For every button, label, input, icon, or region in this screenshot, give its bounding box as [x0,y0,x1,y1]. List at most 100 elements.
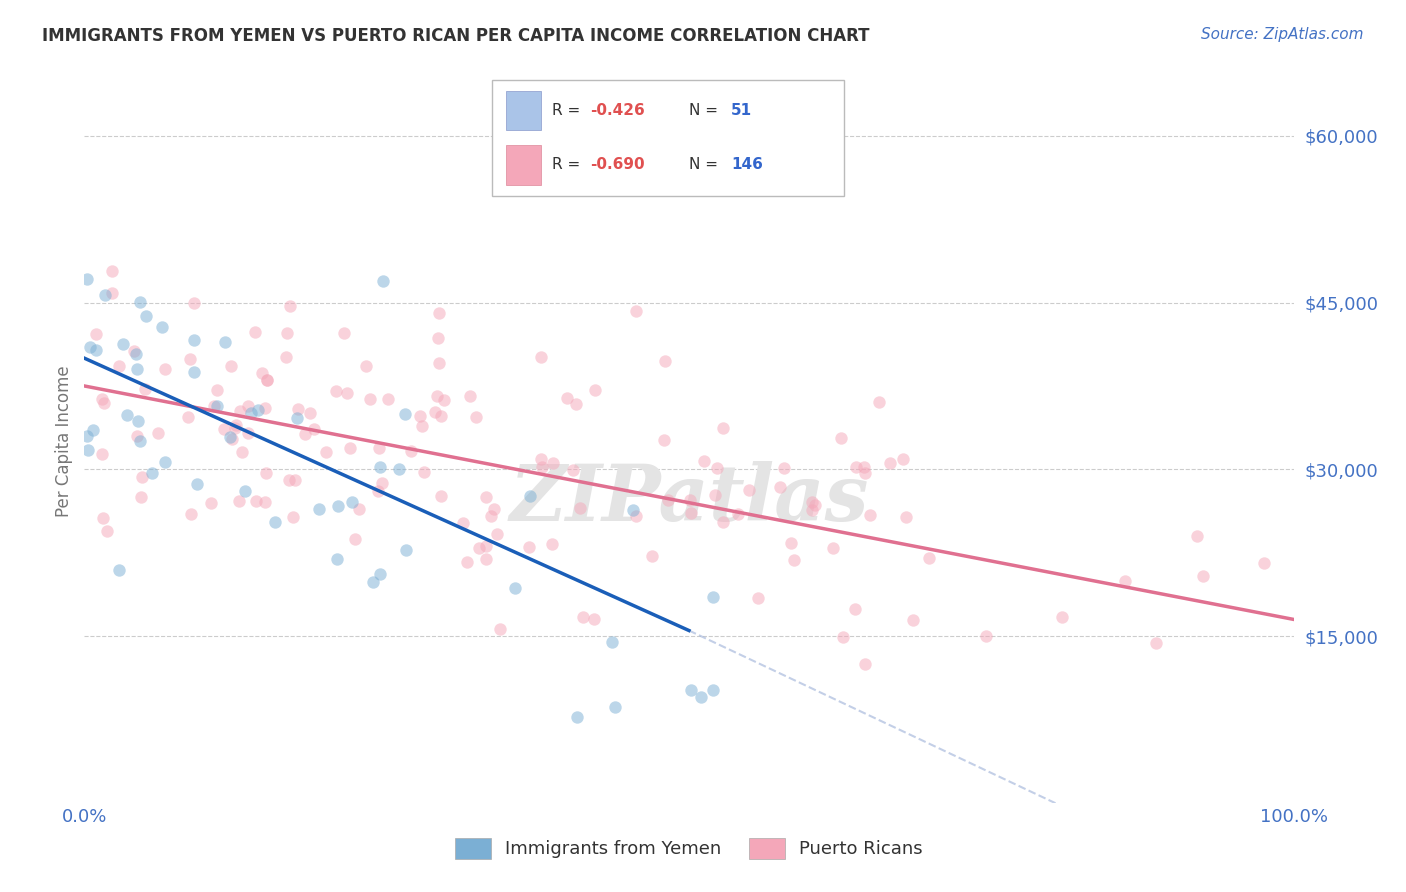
Point [177,409,200,424]
Point [82,423,104,437]
Point [427,356,450,370]
Point [179,351,201,366]
Point [823,541,845,555]
Point [859,508,882,522]
Point [111,336,134,351]
Text: 146: 146 [731,157,763,172]
Point [800,495,823,509]
Point [231,445,253,459]
Point [94,287,117,301]
Point [219,430,242,444]
FancyBboxPatch shape [492,80,844,196]
Point [654,354,676,368]
Point [225,417,247,432]
Point [519,489,541,503]
Point [155,455,177,469]
Point [340,495,363,509]
Text: IMMIGRANTS FROM YEMEN VS PUERTO RICAN PER CAPITA INCOME CORRELATION CHART: IMMIGRANTS FROM YEMEN VS PUERTO RICAN PE… [42,27,870,45]
Point [894,509,917,524]
Point [354,359,377,373]
Point [325,384,347,398]
Point [868,394,890,409]
Point [131,470,153,484]
Point [832,630,855,644]
Point [245,326,267,340]
Bar [506,145,541,185]
Point [183,333,205,347]
Point [624,508,647,523]
Point [101,285,124,300]
Point [183,296,205,310]
Point [801,503,824,517]
Point [565,396,588,410]
Point [727,507,749,521]
Point [409,409,432,424]
Point [91,392,114,406]
Point [853,466,876,480]
Point [336,386,359,401]
Point [202,399,225,413]
Point [693,453,716,467]
Point [100,264,122,278]
Point [844,602,866,616]
Point [200,496,222,510]
Point [236,425,259,440]
Legend: Immigrants from Yemen, Puerto Ricans: Immigrants from Yemen, Puerto Ricans [447,830,931,866]
Point [804,498,827,512]
Point [256,373,278,387]
Point [339,442,361,456]
Point [76,443,98,458]
Point [702,590,724,604]
Point [361,574,384,589]
Point [426,389,449,403]
Point [845,460,868,475]
Point [228,494,250,508]
Point [747,591,769,605]
Point [571,610,593,624]
Point [76,429,98,443]
Text: ZIPatlas: ZIPatlas [509,461,869,538]
Point [93,395,115,409]
Point [479,508,502,523]
Point [76,272,98,286]
Point [150,319,173,334]
Point [423,405,446,419]
Point [127,429,149,443]
Point [488,622,510,636]
Point [711,516,734,530]
Point [180,508,202,522]
Point [706,460,728,475]
Point [326,552,349,566]
Point [298,406,321,420]
Point [783,552,806,566]
Point [530,350,553,364]
Point [308,502,330,516]
Point [283,510,305,524]
Point [411,418,433,433]
Point [278,299,301,313]
Point [565,710,588,724]
Text: N =: N = [689,157,723,172]
Point [254,495,277,509]
Point [252,366,274,380]
Point [474,539,496,553]
Point [205,384,228,398]
Point [186,477,208,491]
Point [412,465,434,479]
Point [108,563,131,577]
Point [681,507,703,521]
Point [368,459,391,474]
Point [465,410,488,425]
Point [713,421,735,435]
Point [541,456,564,470]
Point [427,306,450,320]
Point [394,408,416,422]
Point [568,501,591,516]
Point [371,475,394,490]
Point [368,442,391,456]
Point [433,393,456,408]
Point [127,414,149,428]
Point [901,613,924,627]
Text: Source: ZipAtlas.com: Source: ZipAtlas.com [1201,27,1364,42]
Text: 51: 51 [731,103,752,118]
